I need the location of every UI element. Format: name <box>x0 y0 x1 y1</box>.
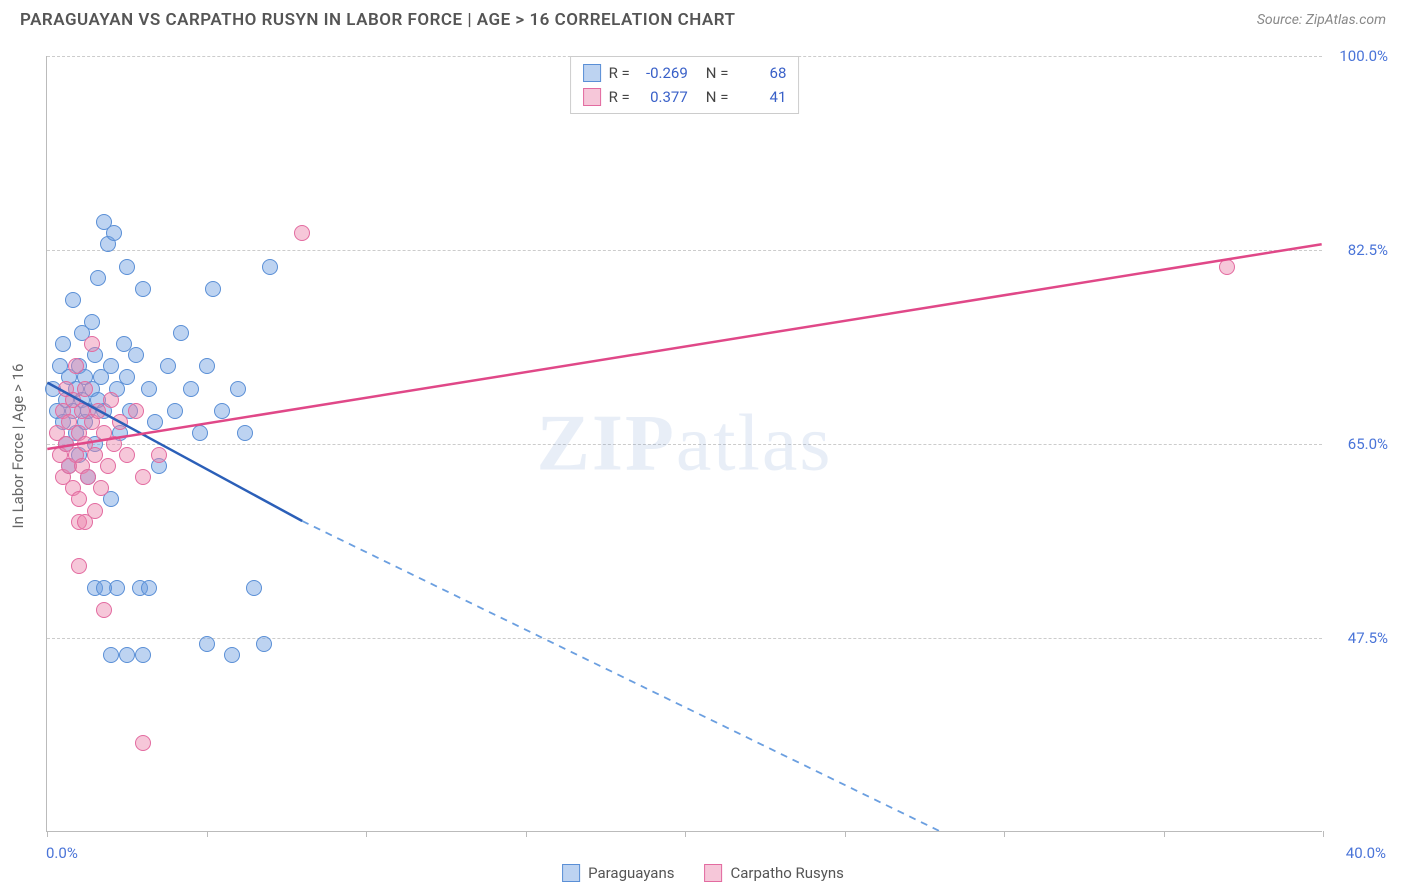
scatter-point <box>135 469 151 485</box>
scatter-point <box>214 403 230 419</box>
y-tick-label: 47.5% <box>1328 629 1388 647</box>
y-tick-label: 65.0% <box>1328 435 1388 453</box>
scatter-point <box>167 403 183 419</box>
trendline <box>47 244 1321 449</box>
scatter-point <box>112 414 128 430</box>
y-axis-title: In Labor Force | Age > 16 <box>9 364 27 529</box>
x-tick <box>845 831 846 837</box>
gridline <box>47 638 1322 639</box>
scatter-point <box>262 259 278 275</box>
series-legend-item: Paraguayans <box>562 864 674 882</box>
trendline-extrapolation <box>302 521 939 831</box>
chart-title: PARAGUAYAN VS CARPATHO RUSYN IN LABOR FO… <box>20 10 735 30</box>
series-legend-label: Paraguayans <box>588 864 674 882</box>
scatter-point <box>246 580 262 596</box>
scatter-point <box>65 292 81 308</box>
r-value: -0.269 <box>638 64 688 82</box>
legend-swatch-paraguayans <box>583 64 601 82</box>
chart-container: PARAGUAYAN VS CARPATHO RUSYN IN LABOR FO… <box>0 0 1406 892</box>
scatter-point <box>237 425 253 441</box>
x-axis-min-label: 0.0% <box>46 844 78 862</box>
series-legend-item: Carpatho Rusyns <box>704 864 843 882</box>
scatter-point <box>205 281 221 297</box>
y-tick-label: 100.0% <box>1328 47 1388 65</box>
scatter-point <box>230 381 246 397</box>
scatter-point <box>84 336 100 352</box>
scatter-point <box>199 358 215 374</box>
series-legend: Paraguayans Carpatho Rusyns <box>562 864 844 882</box>
scatter-point <box>103 392 119 408</box>
plot-area: ZIPatlas R = -0.269 N = 68 R = 0.377 N =… <box>46 56 1322 832</box>
scatter-point <box>256 636 272 652</box>
scatter-point <box>160 358 176 374</box>
x-tick <box>526 831 527 837</box>
x-tick <box>685 831 686 837</box>
legend-swatch-carpatho <box>583 88 601 106</box>
scatter-point <box>119 369 135 385</box>
legend-swatch-paraguayans <box>562 864 580 882</box>
scatter-point <box>119 447 135 463</box>
x-tick <box>1323 831 1324 837</box>
x-axis-max-label: 40.0% <box>1346 844 1386 862</box>
scatter-point <box>128 347 144 363</box>
scatter-point <box>119 259 135 275</box>
n-value: 68 <box>736 64 786 82</box>
scatter-point <box>71 491 87 507</box>
x-tick <box>1164 831 1165 837</box>
scatter-point <box>90 403 106 419</box>
scatter-point <box>100 458 116 474</box>
scatter-point <box>90 270 106 286</box>
scatter-point <box>224 647 240 663</box>
x-tick <box>366 831 367 837</box>
scatter-point <box>71 558 87 574</box>
scatter-point <box>128 403 144 419</box>
n-value: 41 <box>736 88 786 106</box>
scatter-point <box>77 381 93 397</box>
y-tick-label: 82.5% <box>1328 241 1388 259</box>
scatter-point <box>106 225 122 241</box>
scatter-point <box>93 480 109 496</box>
x-tick <box>47 831 48 837</box>
scatter-point <box>87 503 103 519</box>
x-tick <box>1004 831 1005 837</box>
gridline <box>47 444 1322 445</box>
scatter-point <box>173 325 189 341</box>
correlation-legend: R = -0.269 N = 68 R = 0.377 N = 41 <box>570 56 800 114</box>
gridline <box>47 250 1322 251</box>
scatter-point <box>119 647 135 663</box>
scatter-point <box>1219 259 1235 275</box>
chart-header: PARAGUAYAN VS CARPATHO RUSYN IN LABOR FO… <box>0 0 1406 36</box>
correlation-legend-row: R = 0.377 N = 41 <box>583 85 787 109</box>
x-tick <box>207 831 208 837</box>
scatter-point <box>141 580 157 596</box>
scatter-point <box>183 381 199 397</box>
scatter-point <box>103 647 119 663</box>
scatter-point <box>192 425 208 441</box>
scatter-point <box>135 281 151 297</box>
scatter-point <box>141 381 157 397</box>
legend-swatch-carpatho <box>704 864 722 882</box>
scatter-point <box>135 735 151 751</box>
series-legend-label: Carpatho Rusyns <box>730 864 843 882</box>
scatter-point <box>199 636 215 652</box>
scatter-point <box>103 358 119 374</box>
scatter-point <box>151 447 167 463</box>
r-value: 0.377 <box>638 88 688 106</box>
correlation-legend-row: R = -0.269 N = 68 <box>583 61 787 85</box>
scatter-point <box>55 336 71 352</box>
scatter-point <box>68 358 84 374</box>
scatter-point <box>147 414 163 430</box>
scatter-point <box>96 602 112 618</box>
scatter-point <box>96 580 112 596</box>
scatter-point <box>84 314 100 330</box>
scatter-point <box>135 647 151 663</box>
chart-source: Source: ZipAtlas.com <box>1257 12 1386 28</box>
scatter-point <box>294 225 310 241</box>
